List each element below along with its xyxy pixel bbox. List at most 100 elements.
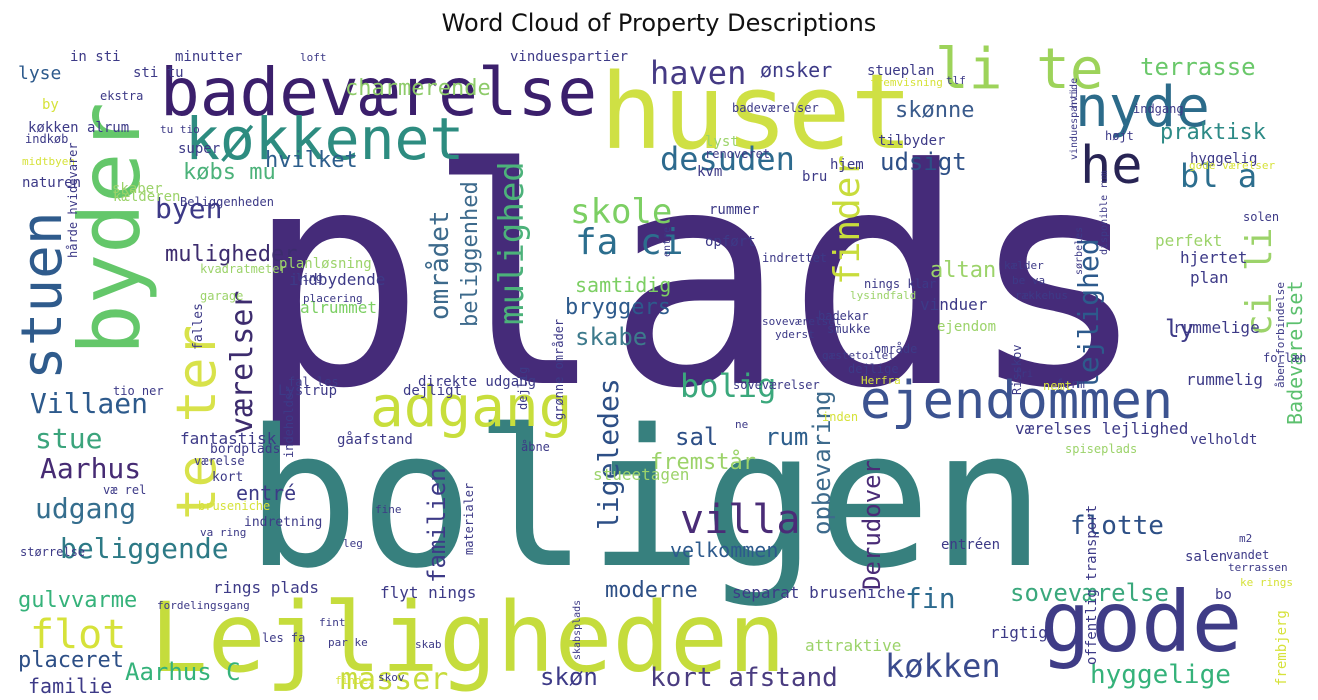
- word-60: minutter: [175, 49, 243, 65]
- word-172: tu tio: [160, 123, 200, 136]
- word-97: rigtig: [990, 623, 1048, 642]
- word-154: bruseniche: [198, 499, 271, 513]
- word-197: hvide: [1069, 77, 1080, 108]
- word-58: charmerende: [345, 76, 491, 101]
- word-138: kælder: [1004, 259, 1044, 272]
- word-105: sti tu: [133, 65, 184, 81]
- word-127: kvadratmeter: [200, 262, 287, 276]
- word-152: kort: [212, 470, 244, 485]
- word-21: bl a: [1180, 157, 1258, 195]
- word-52: flotte: [1070, 511, 1164, 541]
- word-160: fint: [319, 616, 346, 629]
- word-106: køkken alrum: [28, 120, 130, 136]
- word-49: velkommen: [670, 538, 779, 562]
- word-199: fri: [1015, 369, 1034, 380]
- word-50: moderne: [605, 578, 698, 603]
- word-186: offentlig transport: [1084, 504, 1100, 665]
- word-80: rummelige: [1173, 318, 1260, 337]
- word-174: loft: [300, 51, 327, 64]
- word-22: byen: [155, 192, 223, 225]
- word-143: nemt: [1043, 379, 1072, 393]
- word-89: perfekt: [1155, 231, 1223, 250]
- word-35: terrasse: [1140, 53, 1256, 81]
- word-153: væ rel: [103, 483, 147, 497]
- word-192: indeholder: [282, 385, 296, 458]
- word-43: bryggers: [565, 295, 671, 320]
- word-198: entre: [662, 226, 673, 257]
- word-14: te ter: [165, 324, 228, 520]
- word-140: rækkehus: [1015, 289, 1068, 302]
- word-44: skabe: [575, 323, 648, 351]
- word-67: finder: [827, 154, 868, 285]
- word-25: flot: [30, 612, 127, 658]
- word-111: indkøb: [25, 132, 69, 146]
- word-10: he: [1080, 136, 1143, 196]
- word-157: størrelse: [20, 545, 86, 559]
- word-81: rummelig: [1186, 370, 1264, 389]
- word-33: bolig: [680, 367, 777, 405]
- word-8: nyde: [1075, 75, 1210, 140]
- word-95: salen: [1185, 549, 1228, 565]
- word-34: haven: [650, 54, 747, 92]
- word-31: skøn: [540, 663, 598, 691]
- word-158: fordelingsgang: [157, 599, 250, 612]
- word-74: separat bruseniche: [732, 583, 906, 602]
- word-76: direkte udgang: [418, 374, 537, 390]
- word-150: bordplads: [210, 442, 281, 457]
- word-117: hjem: [830, 157, 864, 173]
- word-82: Lystrup: [278, 383, 338, 399]
- word-93: stueetagen: [593, 465, 690, 484]
- word-194: disponible rum: [1099, 170, 1110, 255]
- word-149: spiseplads: [1065, 442, 1138, 456]
- word-83: dejligt: [403, 383, 463, 399]
- word-6: gode: [1040, 573, 1243, 671]
- word-176: indgang: [1133, 102, 1184, 116]
- word-38: udsigt: [880, 148, 967, 176]
- word-144: Herfra: [861, 374, 901, 387]
- word-184: frembjerg: [1274, 610, 1290, 686]
- word-5: byder: [61, 102, 159, 355]
- word-98: attraktive: [805, 636, 902, 655]
- word-108: kælderen: [113, 189, 181, 205]
- word-110: super: [178, 141, 221, 157]
- word-16: udgang: [35, 492, 137, 525]
- word-107: naturen: [22, 175, 82, 191]
- word-142: form: [1056, 377, 1085, 391]
- word-79: rings plads: [213, 578, 319, 597]
- word-167: falles: [191, 303, 206, 350]
- word-59: ønsker: [760, 58, 833, 82]
- word-64: området: [425, 210, 455, 320]
- word-170: hårde hvidevarer: [66, 142, 80, 258]
- word-147: ne: [735, 418, 749, 431]
- word-179: m2: [1239, 532, 1253, 545]
- word-12: adgang: [370, 375, 573, 440]
- word-26: masser: [340, 662, 449, 695]
- word-133: badekar: [818, 309, 869, 323]
- word-173: tlf: [946, 74, 966, 87]
- word-65: beliggenhed: [458, 181, 483, 327]
- word-139: be va: [1012, 274, 1046, 287]
- word-121: rummer: [709, 202, 760, 218]
- word-54: gulvvarme: [18, 588, 138, 613]
- word-195: sørbeles: [1074, 226, 1085, 275]
- word-164: fine: [375, 503, 402, 516]
- word-53: fin: [905, 582, 956, 615]
- word-163: leg: [343, 537, 363, 550]
- word-36: skønne: [895, 98, 975, 123]
- word-cloud: plads boligen Lejligheden huset badeværelse b…: [12, 45, 1306, 695]
- word-137: dejlige: [848, 362, 899, 376]
- word-99: stueplan: [867, 63, 935, 79]
- word-24: stue: [35, 422, 103, 455]
- word-18: desuden: [660, 140, 795, 178]
- word-161: par ke: [328, 636, 368, 649]
- word-32: villa: [680, 497, 801, 543]
- word-100: tilbyder: [878, 133, 946, 149]
- word-104: in sti: [70, 49, 121, 65]
- word-40: købs mu: [183, 160, 276, 185]
- word-30: kort afstand: [650, 663, 838, 693]
- word-0: plads: [245, 105, 1149, 454]
- word-56: familie: [28, 674, 113, 695]
- word-45: rum: [765, 423, 809, 451]
- word-159: les fa: [262, 631, 306, 645]
